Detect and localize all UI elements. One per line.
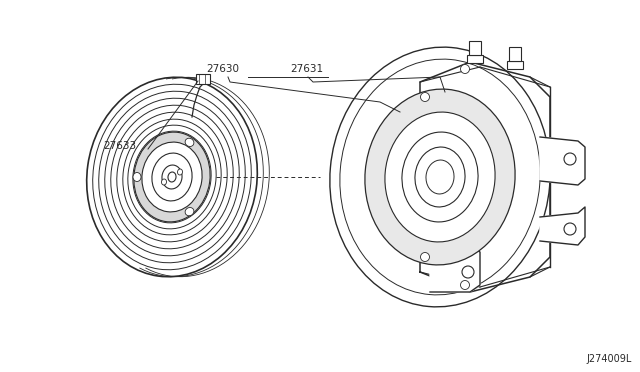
Polygon shape bbox=[540, 207, 585, 245]
Ellipse shape bbox=[142, 142, 202, 212]
Ellipse shape bbox=[365, 89, 515, 265]
Ellipse shape bbox=[185, 138, 194, 147]
Ellipse shape bbox=[177, 169, 182, 175]
FancyBboxPatch shape bbox=[507, 61, 523, 69]
Ellipse shape bbox=[461, 280, 470, 289]
FancyBboxPatch shape bbox=[469, 41, 481, 55]
Text: 27630: 27630 bbox=[206, 64, 239, 74]
Ellipse shape bbox=[185, 208, 194, 216]
Ellipse shape bbox=[420, 253, 429, 262]
Ellipse shape bbox=[134, 132, 210, 222]
FancyBboxPatch shape bbox=[509, 47, 521, 61]
Ellipse shape bbox=[161, 179, 166, 185]
FancyBboxPatch shape bbox=[467, 55, 483, 63]
Ellipse shape bbox=[462, 266, 474, 278]
Ellipse shape bbox=[461, 64, 470, 74]
Ellipse shape bbox=[133, 173, 141, 182]
Ellipse shape bbox=[415, 147, 465, 207]
Ellipse shape bbox=[564, 223, 576, 235]
Ellipse shape bbox=[385, 112, 495, 242]
Ellipse shape bbox=[564, 153, 576, 165]
Text: 27631: 27631 bbox=[290, 64, 323, 74]
FancyBboxPatch shape bbox=[196, 74, 210, 84]
Ellipse shape bbox=[420, 93, 429, 102]
Polygon shape bbox=[540, 137, 585, 185]
Polygon shape bbox=[430, 245, 480, 292]
Text: J274009L: J274009L bbox=[587, 354, 632, 364]
Text: 27633: 27633 bbox=[103, 141, 136, 151]
